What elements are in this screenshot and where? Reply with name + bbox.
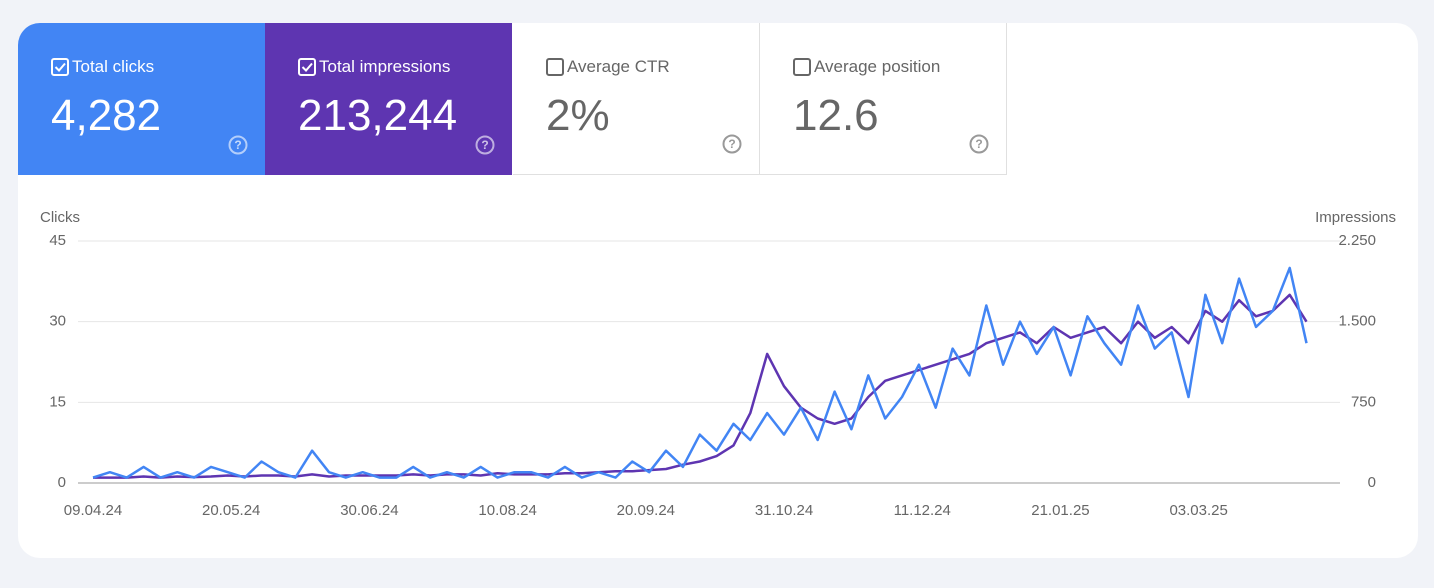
svg-text:?: ? bbox=[975, 137, 982, 151]
svg-text:?: ? bbox=[728, 137, 735, 151]
y2-axis-label: Impressions bbox=[1315, 209, 1396, 226]
y2-tick-label: 1.500 bbox=[1338, 313, 1376, 330]
checkbox[interactable] bbox=[298, 58, 316, 76]
help-icon[interactable]: ? bbox=[722, 134, 742, 154]
tile-value: 12.6 bbox=[793, 91, 879, 140]
help-icon[interactable]: ? bbox=[969, 134, 989, 154]
x-tick-label: 03.03.25 bbox=[1169, 502, 1227, 519]
metric-tile[interactable]: Total impressions 213,244 ? bbox=[265, 23, 512, 175]
y-tick-label: 0 bbox=[58, 474, 66, 491]
series-line bbox=[93, 293, 1308, 479]
help-icon[interactable]: ? bbox=[475, 135, 495, 155]
x-tick-label: 31.10.24 bbox=[755, 502, 813, 519]
x-tick-label: 09.04.24 bbox=[64, 502, 122, 519]
tile-label: Total clicks bbox=[72, 57, 155, 76]
metric-tile[interactable]: Average CTR 2% ? bbox=[513, 23, 760, 175]
help-icon[interactable]: ? bbox=[228, 135, 248, 155]
y2-tick-label: 750 bbox=[1351, 393, 1376, 410]
tile-label: Average position bbox=[814, 57, 941, 76]
y2-tick-label: 2.250 bbox=[1338, 232, 1376, 249]
svg-text:?: ? bbox=[234, 138, 241, 152]
y-tick-label: 15 bbox=[49, 393, 66, 410]
metric-tile[interactable]: Average position 12.6 ? bbox=[760, 23, 1007, 175]
series-line bbox=[92, 266, 1308, 479]
tile-value: 213,244 bbox=[298, 91, 458, 140]
checkbox[interactable] bbox=[546, 58, 564, 76]
y2-tick-label: 0 bbox=[1368, 474, 1376, 491]
chart: Clicks Impressions 0 15 30 45 0 750 1.500 2.250… bbox=[40, 209, 1396, 519]
tile-label: Average CTR bbox=[567, 57, 670, 76]
y-tick-label: 45 bbox=[49, 232, 66, 249]
x-tick-label: 20.09.24 bbox=[617, 502, 675, 519]
tile-value: 2% bbox=[546, 91, 610, 140]
x-tick-label: 30.06.24 bbox=[340, 502, 398, 519]
x-tick-label: 10.08.24 bbox=[478, 502, 536, 519]
y-tick-label: 30 bbox=[49, 313, 66, 330]
x-tick-label: 11.12.24 bbox=[894, 502, 951, 519]
tile-label: Total impressions bbox=[319, 57, 451, 76]
checkbox[interactable] bbox=[51, 58, 69, 76]
y-axis-label: Clicks bbox=[40, 209, 80, 226]
x-tick-label: 21.01.25 bbox=[1031, 502, 1089, 519]
performance-card: Total clicks 4,282 ? Total impressions 2… bbox=[18, 23, 1418, 558]
svg-text:?: ? bbox=[481, 138, 488, 152]
metric-tile[interactable]: Total clicks 4,282 ? bbox=[18, 23, 265, 175]
x-tick-label: 20.05.24 bbox=[202, 502, 260, 519]
tile-value: 4,282 bbox=[51, 91, 162, 140]
checkbox[interactable] bbox=[793, 58, 811, 76]
